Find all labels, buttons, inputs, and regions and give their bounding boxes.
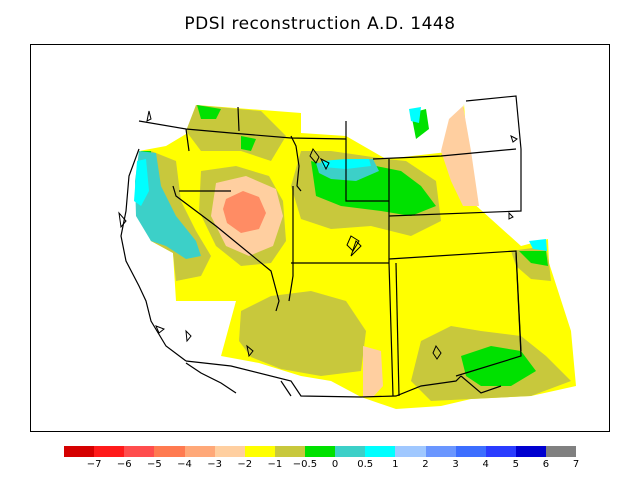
legend-tick-label: −0.5 [292,459,318,470]
legend-swatch [455,446,486,457]
pdsi-green-idaho [241,136,256,151]
pdsi-olive-arizona [239,291,366,376]
pdsi-peach-newmexico [363,346,383,397]
legend-tick-label: −6 [116,459,132,470]
legend-tick-label: 7 [572,459,580,470]
legend-tick-label: 0.5 [357,459,374,470]
pdsi-green-colorado-east [519,251,548,266]
legend-swatch [244,446,275,457]
pdsi-cyan-california [134,159,149,206]
legend-swatch [395,446,426,457]
legend-swatch [274,446,305,457]
pdsi-teal-california [135,151,201,259]
legend-tick-label: −5 [146,459,162,470]
legend-swatch [485,446,516,457]
pdsi-map [118,95,576,409]
legend-tick-label: 4 [482,459,489,470]
legend-swatch [365,446,396,457]
legend-swatch [64,446,95,457]
legend-swatch [335,446,366,457]
legend-swatch [305,446,336,457]
legend-swatch [515,446,546,457]
legend-tick-label: 5 [512,459,519,470]
pdsi-cyan-montana [409,107,421,123]
legend-tick-label: −4 [177,459,192,470]
legend-tick-label: 6 [542,459,550,470]
legend-tick-label: 3 [452,459,459,470]
pdsi-cyan-colorado-east [529,239,547,251]
legend-swatch [184,446,215,457]
legend-swatch [214,446,245,457]
legend-tick-label: −1 [267,459,283,470]
legend-tick-label: −3 [207,459,222,470]
legend-tick-label: −7 [86,459,102,470]
legend-tick-labels: −7 −6 −5 −4 −3 −2 −1 −0.5 0 0.5 1 2 3 4 5 6 7 [64,459,580,473]
legend-tick-label: 1 [392,459,399,470]
pdsi-peach-wyoming [441,106,479,206]
legend-swatch [94,446,125,457]
map-title: PDSI reconstruction A.D. 1448 [184,14,456,34]
pdsi-green-newmexico [461,346,536,386]
pdsi-salmon-nevada [223,191,266,233]
pdsi-green-idaho-west [197,105,221,119]
legend-tick-label: −2 [237,459,253,470]
state-boundaries [120,95,522,398]
legend-swatch [546,446,577,457]
legend-tick-label: 2 [422,459,429,470]
legend-tick-label: 0 [331,459,339,470]
lakes-islands [118,110,518,360]
legend-swatch [425,446,456,457]
color-legend [64,446,577,457]
legend-swatch [154,446,185,457]
legend-swatch [124,446,155,457]
map-panel [30,44,610,432]
